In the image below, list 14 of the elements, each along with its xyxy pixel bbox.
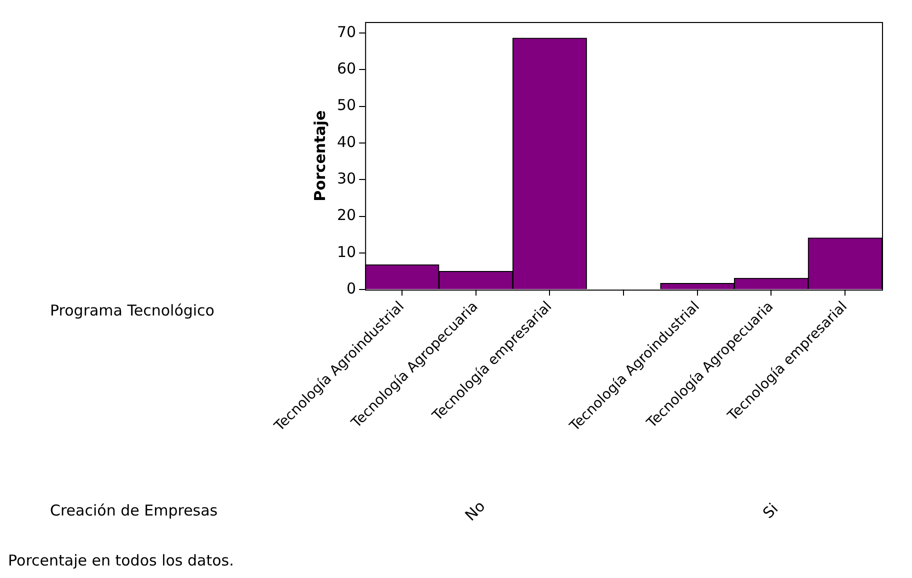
y-tick-label: 30 <box>336 170 356 188</box>
text: Si <box>759 500 782 522</box>
text: Porcentaje en todos los datos. <box>8 552 234 570</box>
y-tick-label: 60 <box>336 60 356 78</box>
text: Creación de Empresas <box>50 502 218 520</box>
y-tick-label: 70 <box>336 22 356 41</box>
y-tick-label: 40 <box>336 132 356 151</box>
text: Programa Tecnológico <box>50 302 214 320</box>
y-axis-title: Porcentaje <box>310 110 329 202</box>
y-tick-label: 10 <box>336 242 356 261</box>
y-tick-label: 50 <box>336 96 356 114</box>
text: No <box>461 497 489 524</box>
y-tick-label: 20 <box>336 206 356 224</box>
y-tick-label: 0 <box>346 280 356 298</box>
